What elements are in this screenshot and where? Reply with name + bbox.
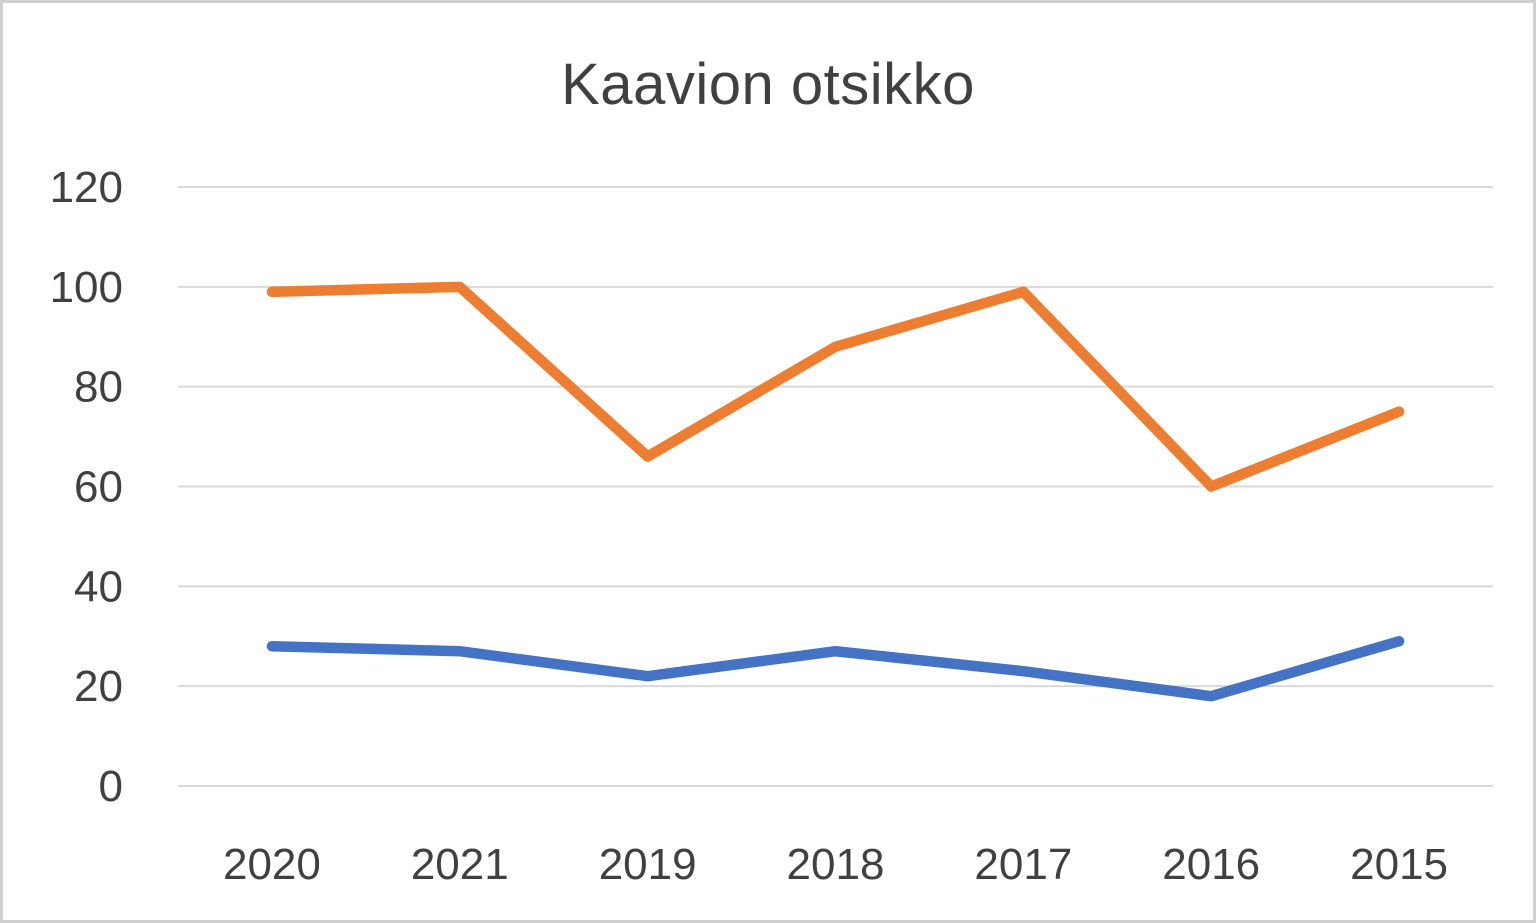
series-line: [266, 635, 1405, 702]
series-line: [266, 281, 1405, 492]
x-axis-tick-label: 2015: [1350, 840, 1448, 889]
chart-title: Kaavion otsikko: [561, 52, 975, 117]
x-axis-tick-label: 2020: [223, 840, 321, 889]
y-axis-tick-label: 20: [74, 662, 123, 711]
x-axis-tick-label: 2021: [411, 840, 509, 889]
y-axis-tick-label: 60: [74, 463, 123, 512]
y-axis-tick-label: 100: [50, 263, 123, 312]
y-axis-tick-label: 80: [74, 363, 123, 412]
x-axis-tick-label: 2017: [974, 840, 1072, 889]
y-axis-tick-label: 40: [74, 562, 123, 611]
x-axis-tick-label: 2018: [787, 840, 885, 889]
line-chart: 120 100 80 60 40 20 0 2020 2021 2019 2018 2017 2016 2…: [50, 163, 1493, 889]
y-axis-tick-label: 0: [99, 762, 123, 811]
x-axis-tick-label: 2019: [599, 840, 697, 889]
y-axis-tick-label: 120: [50, 163, 123, 212]
x-axis-tick-label: 2016: [1162, 840, 1260, 889]
